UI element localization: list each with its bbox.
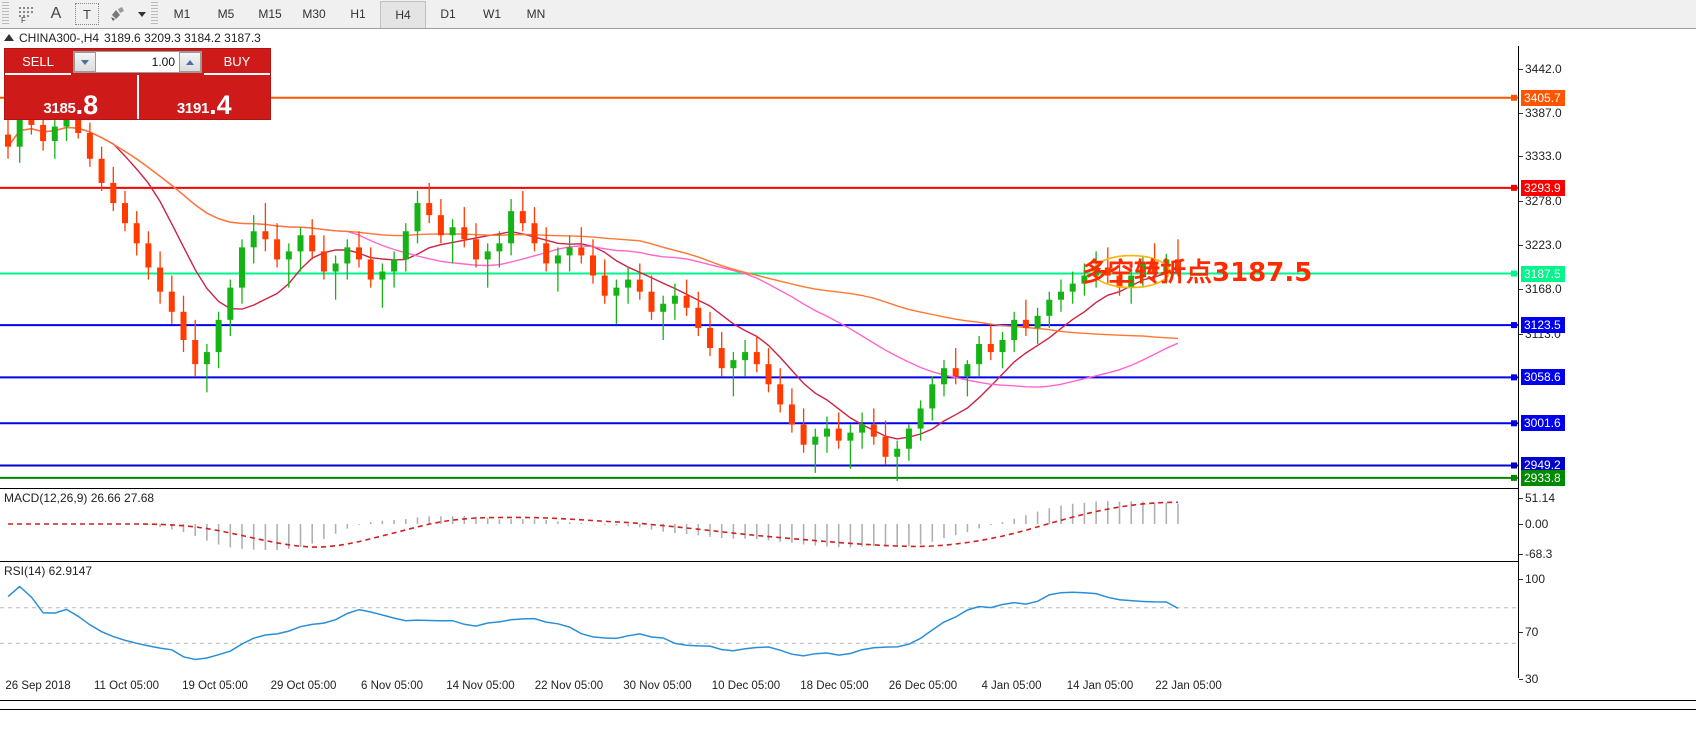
text-a-icon[interactable]: A xyxy=(41,1,71,27)
time-label-7: 30 Nov 05:00 xyxy=(623,680,692,692)
timeframe-h4[interactable]: H4 xyxy=(380,0,426,28)
timeframe-m30[interactable]: M30 xyxy=(302,7,326,21)
time-label-4: 6 Nov 05:00 xyxy=(360,680,424,692)
text-label-glyph: T xyxy=(83,6,91,22)
volume-decrease-button[interactable] xyxy=(74,52,96,72)
svg-text:F: F xyxy=(21,16,26,23)
time-label-3: 29 Oct 05:00 xyxy=(270,680,337,692)
one-click-trade-panel: SELL 1.00 BUY 3185 .8 3191 .4 xyxy=(4,48,271,120)
trade-panel-top-row: SELL 1.00 BUY xyxy=(5,49,270,75)
toolbar-grip-2[interactable] xyxy=(151,2,158,26)
time-label-0: 26 Sep 2018 xyxy=(5,680,71,692)
chart-ohlc-values: 3189.6 3209.3 3184.2 3187.3 xyxy=(104,30,261,45)
indicator-tick-3: 100 xyxy=(1518,572,1546,586)
rsi-label: RSI(14) 62.9147 xyxy=(4,564,93,578)
price-level-label-3293-9[interactable]: 3293.9 xyxy=(1521,179,1565,196)
timeframe-w1[interactable]: W1 xyxy=(483,7,501,21)
time-label-12: 14 Jan 05:00 xyxy=(1066,680,1134,692)
volume-increase-button[interactable] xyxy=(179,52,201,72)
time-label-13: 22 Jan 05:00 xyxy=(1155,680,1222,692)
indicator-tick-5: 30 xyxy=(1518,672,1539,686)
toolbar: F A T M1 M5 M15 M30 H1 H4 D1 W1 MN xyxy=(0,0,1696,29)
price-level-label-3001-6[interactable]: 3001.6 xyxy=(1521,415,1565,432)
price-tick-4: 3223.0 xyxy=(1519,237,1562,252)
price-tick-3: 3278.0 xyxy=(1519,193,1562,208)
sell-button[interactable]: SELL xyxy=(5,49,71,75)
expand-triangle-icon[interactable] xyxy=(4,34,14,41)
price-level-label-3405-7[interactable]: 3405.7 xyxy=(1521,89,1565,106)
volume-input[interactable]: 1.00 xyxy=(151,55,175,69)
objects-icon[interactable] xyxy=(103,1,133,27)
time-axis: 26 Sep 2018 11 Oct 05:00 19 Oct 05:00 29 Oc… xyxy=(0,678,1518,700)
sell-price-decimal: .8 xyxy=(75,89,99,120)
volume-stepper[interactable]: 1.00 xyxy=(73,51,202,73)
price-level-label-2949-2[interactable]: 2949.2 xyxy=(1521,457,1565,474)
macd-pane: MACD(12,26,9) 26.66 27.68 xyxy=(0,490,1518,562)
crosshair-f-icon[interactable]: F xyxy=(11,1,41,27)
trade-panel-prices: 3185 .8 3191 .4 xyxy=(5,75,270,119)
toolbar-grip-1[interactable] xyxy=(2,2,9,26)
time-label-11: 4 Jan 05:00 xyxy=(981,680,1042,692)
timeframe-m5[interactable]: M5 xyxy=(217,7,235,21)
objects-dropdown-icon[interactable] xyxy=(133,1,149,27)
indicator-tick-4: 70 xyxy=(1518,625,1539,639)
time-label-6: 22 Nov 05:00 xyxy=(534,680,604,692)
price-level-label-2933-8[interactable]: 2933.8 xyxy=(1521,469,1565,486)
timeframe-mn[interactable]: MN xyxy=(526,7,546,21)
price-tick-1: 3387.0 xyxy=(1519,105,1562,120)
price-level-label-3058-6[interactable]: 3058.6 xyxy=(1521,369,1565,386)
indicator-tick-2: -68.3 xyxy=(1518,547,1553,561)
macd-label: MACD(12,26,9) 26.66 27.68 xyxy=(4,491,155,505)
timeframe-m15[interactable]: M15 xyxy=(258,7,282,21)
chart-symbol-label: CHINA300-,H4 xyxy=(19,30,100,45)
price-level-label-3123-5[interactable]: 3123.5 xyxy=(1521,317,1565,334)
sell-price-integer: 3185 xyxy=(43,100,76,117)
indicator-tick-1: 0.00 xyxy=(1518,517,1549,531)
time-label-1: 11 Oct 05:00 xyxy=(94,680,159,692)
price-tick-5: 3168.0 xyxy=(1519,282,1562,297)
rsi-svg[interactable] xyxy=(0,563,1518,678)
chart-header: CHINA300-,H4 3189.6 3209.3 3184.2 3187.3 xyxy=(0,29,1696,46)
rsi-pane: RSI(14) 62.9147 xyxy=(0,563,1518,678)
timeframe-h1[interactable]: H1 xyxy=(350,7,366,21)
timeframe-d1[interactable]: D1 xyxy=(440,7,456,21)
time-label-10: 26 Dec 05:00 xyxy=(888,680,958,692)
buy-button[interactable]: BUY xyxy=(204,49,270,75)
timeframe-m1[interactable]: M1 xyxy=(173,7,191,21)
buy-price-decimal: .4 xyxy=(209,89,232,120)
time-label-2: 19 Oct 05:00 xyxy=(182,680,248,692)
bottom-panel xyxy=(0,709,1696,753)
time-label-5: 14 Nov 05:00 xyxy=(446,680,515,692)
price-level-label-3187-5[interactable]: 3187.5 xyxy=(1521,265,1565,282)
macd-svg[interactable] xyxy=(0,490,1518,562)
bottom-strip xyxy=(0,700,1696,753)
pivot-annotation-text: 多空转折点3187.5 xyxy=(1082,258,1313,288)
text-a-glyph: A xyxy=(50,5,62,22)
time-label-9: 18 Dec 05:00 xyxy=(800,680,869,692)
buy-price[interactable]: 3191 .4 xyxy=(136,75,271,120)
buy-price-integer: 3191 xyxy=(176,100,210,117)
price-scale[interactable]: 3442.0 3387.0 3333.0 3278.0 3223.0 3168.0 3113… xyxy=(1518,46,1696,686)
sell-price[interactable]: 3185 .8 xyxy=(5,75,137,119)
price-tick-2: 3333.0 xyxy=(1519,149,1562,164)
chart-plot-area: MACD(12,26,9) 26.66 27.68 RSI(14) 62.914… xyxy=(0,46,1519,678)
indicator-tick-0: 51.14 xyxy=(1518,491,1556,505)
chevron-down-icon xyxy=(138,11,146,17)
time-label-8: 10 Dec 05:00 xyxy=(711,680,781,692)
text-label-icon[interactable]: T xyxy=(75,3,99,25)
price-tick-0: 3442.0 xyxy=(1519,61,1562,76)
